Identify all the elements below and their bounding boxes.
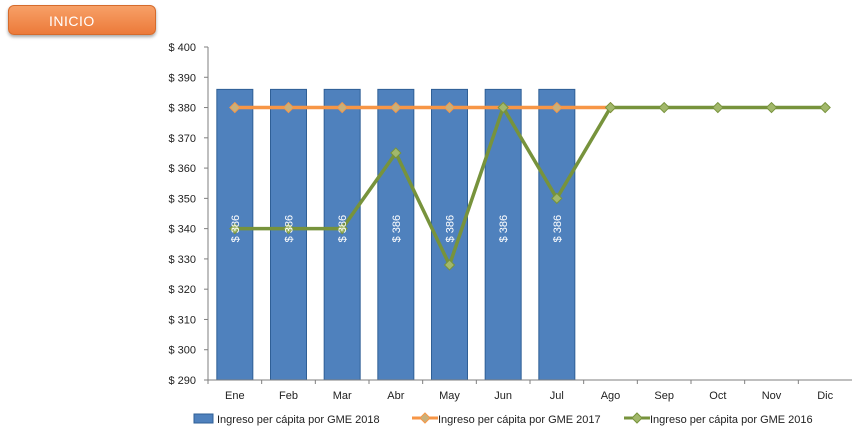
bars-2018 bbox=[216, 88, 576, 381]
marker-2016 bbox=[658, 101, 670, 114]
y-tick-label: $ 380 bbox=[168, 103, 196, 115]
line-series-2016 bbox=[229, 101, 831, 271]
x-tick-label-dic: Dic bbox=[817, 390, 833, 402]
bar-label-jul: $ 386 bbox=[552, 215, 564, 243]
y-tick-label: $ 400 bbox=[168, 42, 196, 54]
y-tick-label: $ 310 bbox=[168, 314, 196, 326]
marker-2016 bbox=[712, 101, 724, 114]
legend-swatch-2018 bbox=[193, 413, 214, 424]
bar-label-ene: $ 386 bbox=[230, 215, 242, 243]
marker-2016 bbox=[282, 222, 295, 235]
legend: Ingreso per cápita por GME 2018 Ingreso … bbox=[193, 412, 813, 426]
bar-label-abr: $ 386 bbox=[391, 215, 403, 243]
y-tick-label: $ 350 bbox=[168, 193, 196, 205]
marker-2016 bbox=[604, 101, 617, 114]
y-tick-label: $ 370 bbox=[168, 133, 196, 145]
x-tick-label-mar: Mar bbox=[333, 390, 352, 402]
x-tick-label-jun: Jun bbox=[494, 390, 512, 402]
y-tick-label: $ 320 bbox=[168, 284, 196, 296]
marker-2017 bbox=[551, 101, 563, 114]
legend-label-2018: Ingreso per cápita por GME 2018 bbox=[217, 414, 380, 426]
marker-2017 bbox=[282, 101, 295, 114]
marker-2016 bbox=[497, 101, 509, 114]
y-tick-label: $ 330 bbox=[168, 254, 196, 266]
x-tick-label-may: May bbox=[439, 390, 460, 402]
marker-2017 bbox=[229, 101, 241, 114]
y-tick-label: $ 340 bbox=[168, 224, 196, 236]
legend-label-2017: Ingreso per cápita por GME 2017 bbox=[438, 414, 601, 426]
x-tick-label-feb: Feb bbox=[279, 390, 298, 402]
bar-label-jun: $ 386 bbox=[498, 215, 510, 243]
axes: $ 290 $ 300 $ 310 $ 320 $ 330 $ 340 $ 350 $ 360… bbox=[168, 42, 852, 402]
inicio-button[interactable]: INICIO bbox=[8, 5, 156, 35]
x-tick-label-abr: Abr bbox=[387, 390, 404, 402]
bar-label-mar: $ 386 bbox=[337, 215, 349, 243]
legend-label-2016: Ingreso per cápita por GME 2016 bbox=[650, 414, 813, 426]
bar-label-may: $ 386 bbox=[445, 215, 457, 243]
bar-jul bbox=[538, 88, 576, 381]
marker-2016 bbox=[551, 192, 563, 205]
line-series-2017 bbox=[229, 101, 617, 114]
y-tick-label: $ 390 bbox=[168, 72, 196, 84]
x-tick-label-oct: Oct bbox=[709, 390, 726, 402]
bar-abr bbox=[377, 88, 415, 381]
marker-2016 bbox=[229, 222, 241, 235]
marker-2017 bbox=[443, 101, 456, 114]
marker-2016 bbox=[390, 147, 402, 159]
x-tick-label-ene: Ene bbox=[225, 390, 245, 402]
marker-2017 bbox=[390, 101, 402, 114]
bar-feb bbox=[270, 88, 307, 381]
marker-2017 bbox=[336, 101, 348, 114]
legend-marker-2017 bbox=[419, 412, 431, 424]
marker-2016 bbox=[765, 101, 778, 114]
bar-data-labels: $ 386 $ 386 $ 386 $ 386 $ 386 $ 386 $ 386 bbox=[230, 215, 564, 243]
y-tick-label: $ 300 bbox=[168, 345, 196, 357]
marker-2016 bbox=[443, 259, 456, 271]
marker-2016 bbox=[336, 222, 348, 235]
x-tick-label-nov: Nov bbox=[762, 390, 782, 402]
marker-2016 bbox=[819, 101, 831, 114]
x-tick-label-ago: Ago bbox=[601, 390, 621, 402]
bar-mar bbox=[323, 88, 361, 381]
legend-marker-2016 bbox=[631, 412, 643, 424]
x-tick-label-jul: Jul bbox=[550, 390, 564, 402]
y-tick-label: $ 290 bbox=[168, 375, 196, 387]
bar-label-feb: $ 386 bbox=[284, 215, 296, 243]
y-tick-label: $ 360 bbox=[168, 163, 196, 175]
x-tick-label-sep: Sep bbox=[654, 390, 674, 402]
line-2016 bbox=[234, 105, 826, 267]
